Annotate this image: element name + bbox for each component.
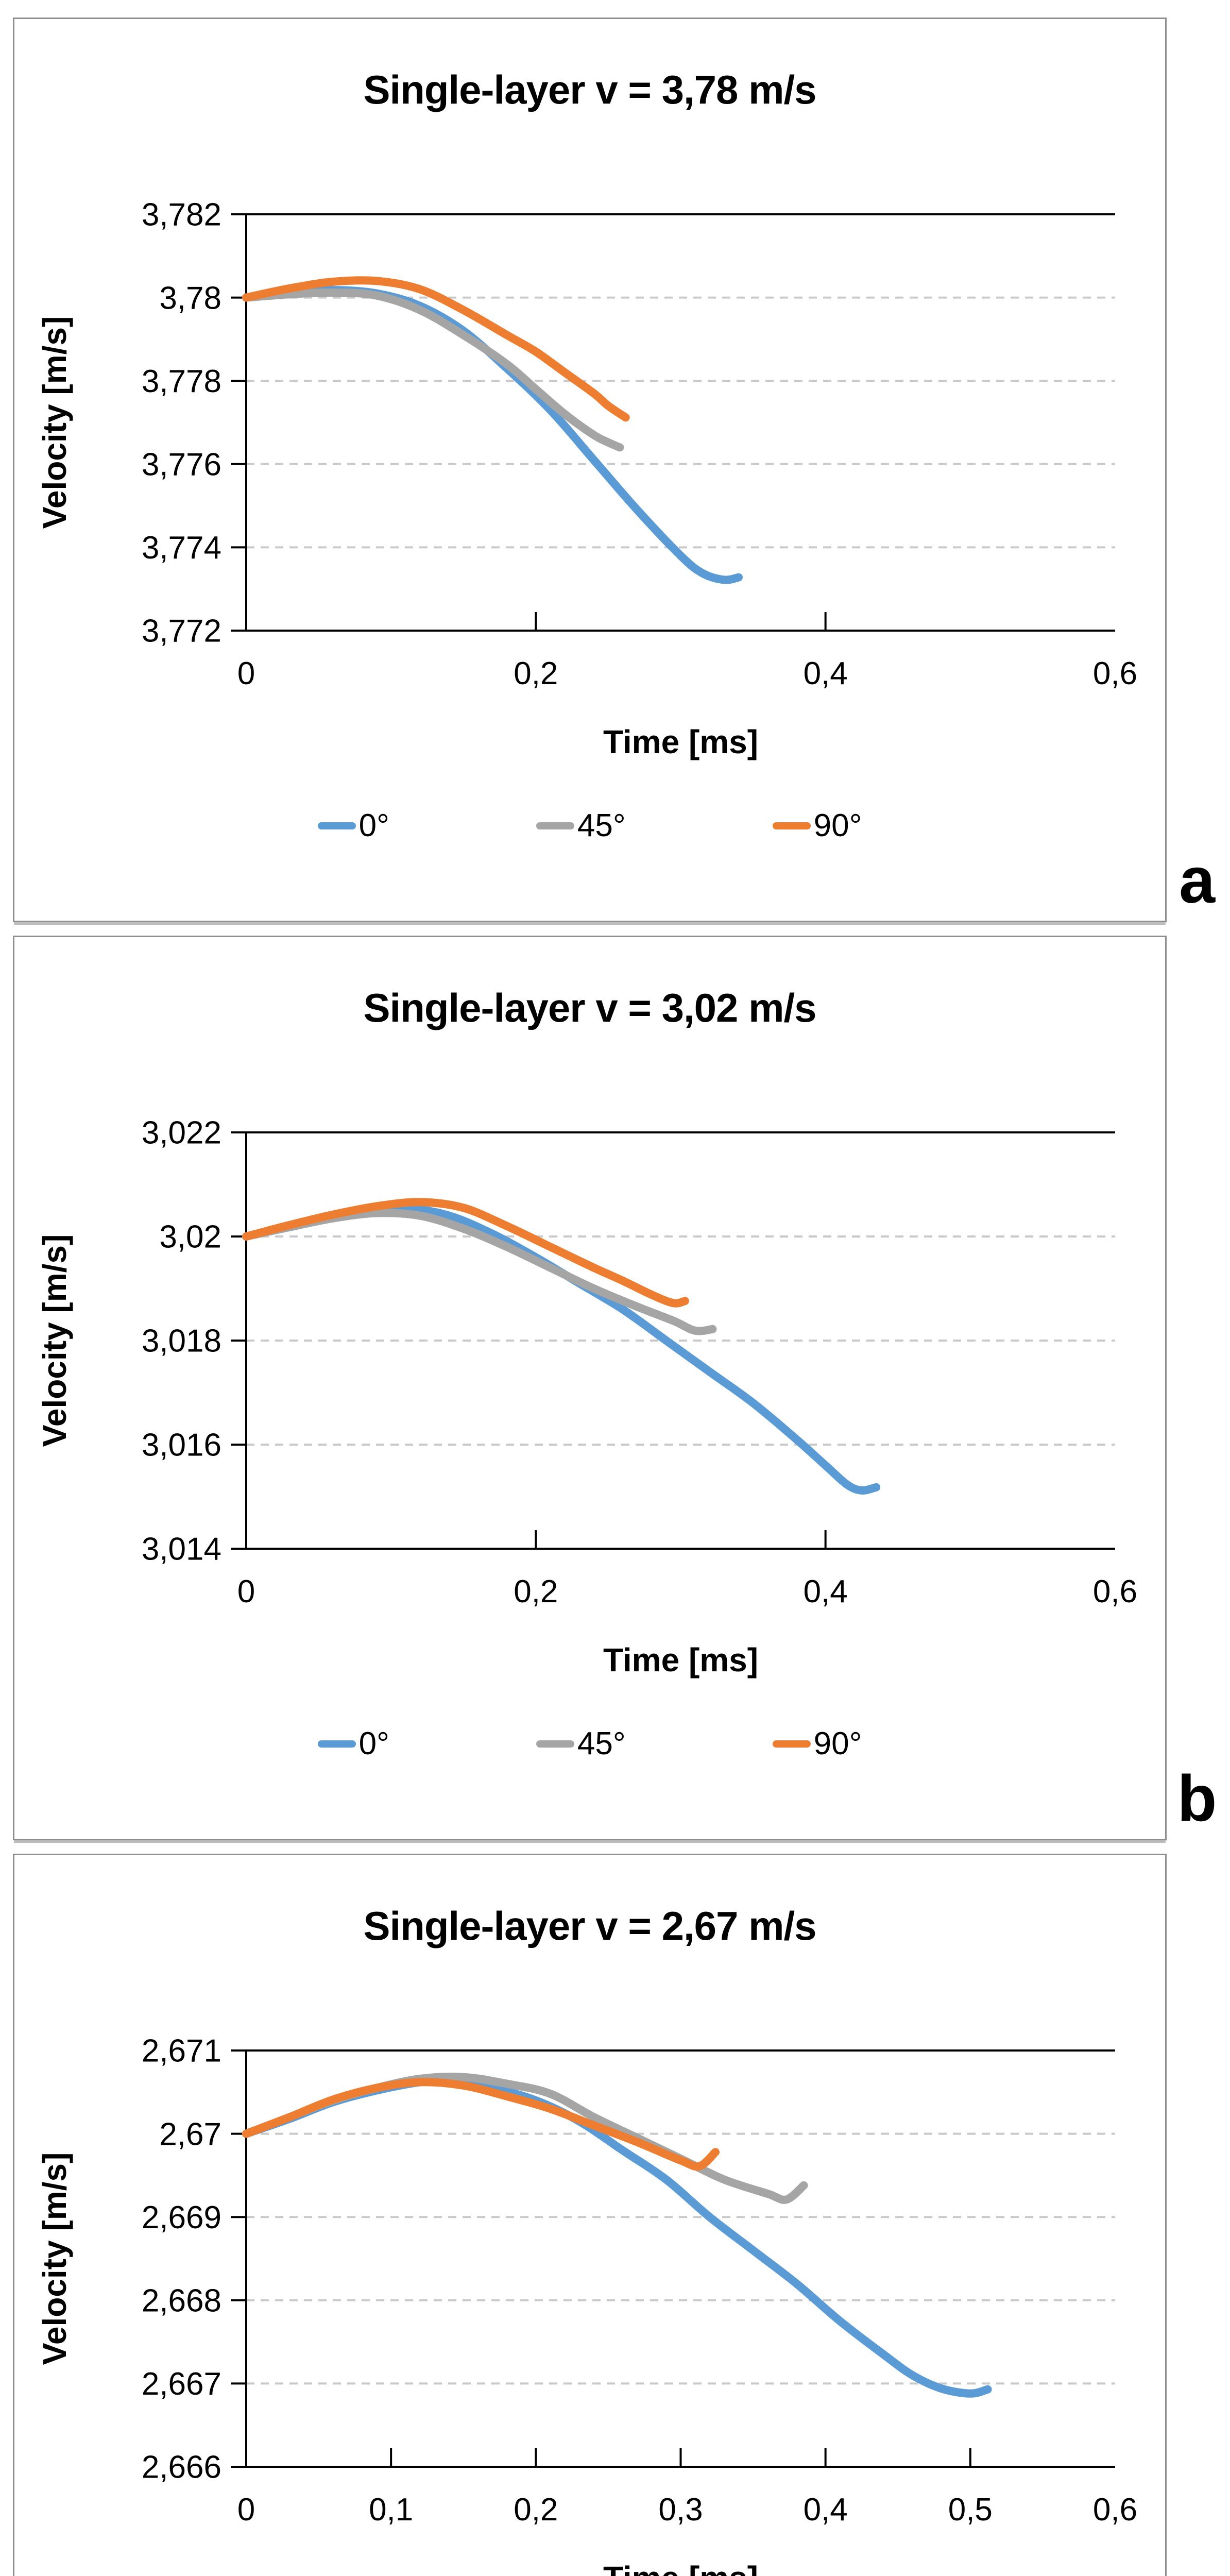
y-tick-label: 3,776 <box>142 447 221 483</box>
legend-swatch <box>536 1740 574 1748</box>
panel-row-b: Single-layer v = 3,02 m/s 3,022 3,02 3,018… <box>13 936 1227 1840</box>
x-tick-label: 0,2 <box>514 1574 558 1609</box>
x-tick-label: 0,6 <box>1093 1574 1137 1609</box>
y-axis-title: Velocity [m/s] <box>36 2153 73 2365</box>
y-tick-label: 2,668 <box>142 2283 221 2319</box>
legend-item-90deg: 90° <box>772 1726 862 1761</box>
x-axis-title: Time [ms] <box>603 723 758 760</box>
x-tick-label: 0,2 <box>514 656 558 691</box>
series-line-0deg <box>242 286 743 584</box>
panel-b: Single-layer v = 3,02 m/s 3,022 3,02 3,018… <box>13 936 1167 1840</box>
panel-a: Single-layer v = 3,78 m/s 3,782 3,78 3,778… <box>13 18 1167 922</box>
x-tick-label: 0 <box>237 656 255 691</box>
panel-letter-b: b <box>1177 1761 1217 1835</box>
panel-letter-a: a <box>1178 843 1216 917</box>
y-tick-label: 2,671 <box>142 2033 221 2069</box>
chart-legend-b: 0° 45° 90° <box>14 1728 1165 1760</box>
chart-title-c: Single-layer v = 2,67 m/s <box>363 1903 816 1948</box>
x-axis-title: Time [ms] <box>603 2560 758 2576</box>
panel-row-c: Single-layer v = 2,67 m/s 2,671 2,67 2,669… <box>13 1854 1227 2576</box>
legend-item-0deg: 0° <box>317 808 389 843</box>
x-tick-label: 0,6 <box>1093 2492 1137 2528</box>
x-tick-label: 0,4 <box>804 2492 848 2528</box>
legend-swatch <box>536 822 574 829</box>
x-tick-label: 0,4 <box>804 1574 848 1609</box>
x-tick-label: 0,1 <box>369 2492 413 2528</box>
y-tick-label: 2,666 <box>142 2450 221 2485</box>
legend-item-90deg: 90° <box>772 808 862 843</box>
y-axis-title: Velocity [m/s] <box>36 1234 73 1447</box>
legend-item-45deg: 45° <box>536 1728 626 1760</box>
y-tick-label: 3,774 <box>142 530 221 566</box>
chart-title-a: Single-layer v = 3,78 m/s <box>363 67 816 112</box>
y-tick-label: 3,014 <box>142 1532 221 1567</box>
x-tick-label: 0,2 <box>514 2492 558 2528</box>
series-line-90deg <box>242 1198 689 1308</box>
legend-label: 0° <box>358 1726 389 1761</box>
panel-stack: Single-layer v = 3,78 m/s 3,782 3,78 3,778… <box>13 18 1227 2576</box>
y-axis-title: Velocity [m/s] <box>36 316 73 529</box>
y-tick-label: 3,016 <box>142 1428 221 1463</box>
series-line-90deg <box>242 276 630 422</box>
legend-swatch <box>317 822 356 829</box>
y-tick-label: 3,018 <box>142 1324 221 1359</box>
legend-label: 45° <box>577 808 626 843</box>
panel-row-a: Single-layer v = 3,78 m/s 3,782 3,78 3,778… <box>13 18 1227 922</box>
chart-legend-a: 0° 45° 90° <box>14 810 1165 842</box>
x-tick-label: 0,5 <box>948 2492 993 2528</box>
y-tick-label: 3,02 <box>159 1219 221 1255</box>
series-line-45deg <box>242 288 624 452</box>
x-tick-label: 0,6 <box>1093 656 1137 691</box>
x-tick-label: 0 <box>237 2492 255 2528</box>
legend-label: 0° <box>358 808 389 843</box>
y-tick-label: 2,67 <box>159 2116 221 2152</box>
legend-swatch <box>772 1740 811 1748</box>
legend-item-45deg: 45° <box>536 810 626 842</box>
y-tick-label: 3,78 <box>159 280 221 316</box>
y-tick-label: 2,667 <box>142 2366 221 2402</box>
series-line-90deg <box>242 2078 720 2171</box>
legend-label: 90° <box>813 808 862 843</box>
x-tick-label: 0 <box>237 1574 255 1609</box>
legend-item-0deg: 0° <box>317 1726 389 1761</box>
chart-plot-c: 2,671 2,67 2,669 2,668 2,667 2,666 0 0,1 0,2 0,3 0… <box>36 2033 1137 2576</box>
x-tick-label: 0,3 <box>658 2492 703 2528</box>
chart-title-b: Single-layer v = 3,02 m/s <box>363 985 816 1030</box>
y-tick-label: 3,022 <box>142 1115 221 1151</box>
y-tick-label: 2,669 <box>142 2200 221 2235</box>
chart-plot-a: 3,782 3,78 3,778 3,776 3,774 3,772 0 0,2 0,4 0,6 V… <box>36 197 1137 760</box>
legend-swatch <box>317 1740 356 1748</box>
legend-label: 45° <box>577 1726 626 1761</box>
y-tick-label: 3,778 <box>142 364 221 399</box>
x-axis-title: Time [ms] <box>603 1641 758 1679</box>
y-tick-label: 3,772 <box>142 614 221 649</box>
chart-plot-b: 3,022 3,02 3,018 3,016 3,014 0 0,2 0,4 0,6 Veloci… <box>36 1115 1137 1679</box>
x-tick-label: 0,4 <box>804 656 848 691</box>
series-line-45deg <box>242 1209 717 1335</box>
y-tick-label: 3,782 <box>142 197 221 233</box>
legend-label: 90° <box>813 1726 862 1761</box>
panel-c: Single-layer v = 2,67 m/s 2,671 2,67 2,669… <box>13 1854 1167 2576</box>
legend-swatch <box>772 822 811 829</box>
